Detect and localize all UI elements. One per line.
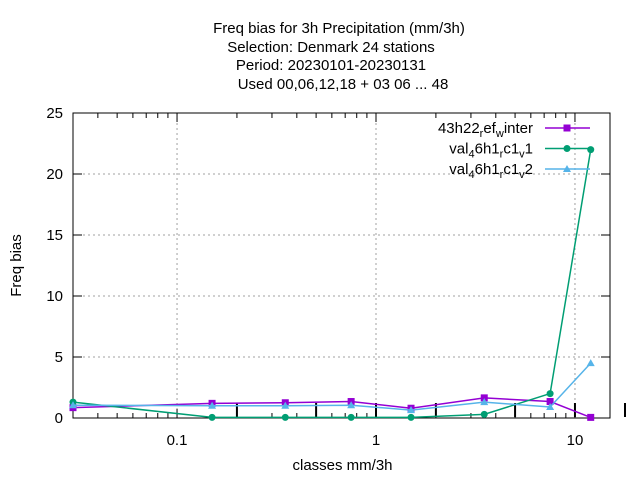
series-line [72,149,592,419]
title-line-1: Freq bias for 3h Precipitation (mm/3h) [213,20,465,37]
x-tick-label: 0.1 [167,432,188,449]
data-point [480,398,489,406]
data-point [69,401,77,409]
data-point [563,145,571,152]
y-tick-label: 10 [46,288,63,305]
y-tick-label: 20 [46,166,63,183]
x-axis-label: classes mm/3h [292,457,392,474]
y-axis-label: Freq bias [8,234,25,297]
grid [73,113,610,418]
y-tick-label: 25 [46,105,63,122]
data-point [563,165,571,172]
series-val_46h1_rc1_v1 [69,146,595,421]
data-point [546,403,555,411]
series-group [69,146,595,421]
data-point [586,359,595,367]
chart-title: Freq bias for 3h Precipitation (mm/3h) S… [213,20,465,93]
title-line-2: Selection: Denmark 24 stations [227,39,435,56]
title-line-3: Period: 20230101-20230131 [236,57,426,74]
series-line [72,397,591,419]
y-tick-label: 15 [46,227,63,244]
data-point [480,394,488,402]
data-point [563,124,571,132]
data-point [281,413,289,421]
data-point [546,390,554,398]
data-point [546,398,554,406]
legend-label: val46h1rc1v1 [449,141,533,161]
legend-label: val46h1rc1v2 [449,161,533,181]
data-point [407,413,415,421]
y-axis: 0 5 10 15 20 25 [46,105,610,427]
title-line-4: Used 00,06,12,18 + 03 06 ... 48 [238,76,449,93]
series-val_46h1_rc1_v2 [69,359,595,414]
x-axis: 0.1 1 10 [72,113,584,449]
data-point [587,413,595,421]
data-point [587,146,595,154]
series-line [72,362,592,411]
data-point [480,410,488,418]
data-point [407,406,416,414]
legend-label: 43h22refwinter [438,120,533,140]
data-point [281,401,290,409]
x-tick-label: 10 [567,432,584,449]
y-tick-label: 0 [55,410,63,427]
y-tick-label: 5 [55,349,63,366]
plot-frame [72,112,611,419]
data-point [347,401,356,409]
x-tick-label: 1 [372,432,380,449]
data-point [208,401,217,409]
data-point [347,413,355,421]
data-point [208,413,216,421]
